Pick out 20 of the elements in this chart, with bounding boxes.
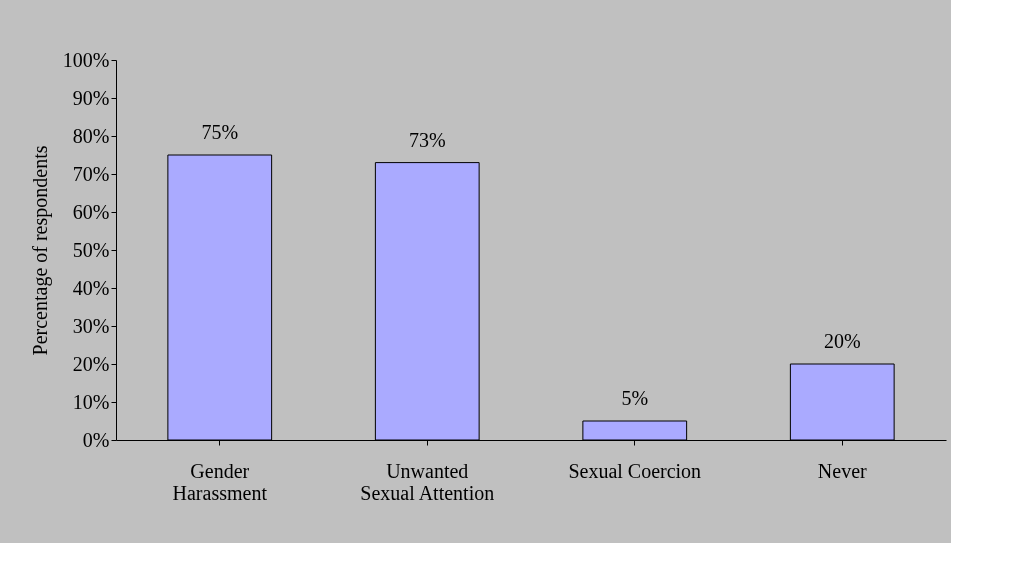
y-tick-label: 20% [72,352,110,375]
y-tick-label: 90% [72,86,110,109]
y-tick-label: 60% [72,200,110,223]
y-tick-label: 30% [72,314,110,337]
y-tick-label: 0% [82,428,110,451]
x-tick-label: Unwanted Sexual Attention [360,459,495,504]
y-tick-label: 70% [72,162,110,185]
y-tick-label: 10% [72,390,110,413]
y-tick-label: 100% [62,48,110,71]
data-label: 5% [621,387,649,409]
data-label: 20% [823,330,861,352]
y-tick-label: 80% [72,124,110,147]
x-tick-label: Never [817,459,868,482]
y-axis-title: Percentage of respondents [28,145,52,356]
data-label: 75% [201,121,239,143]
y-tick-label: 50% [72,238,110,261]
x-tick-label: Sexual Coercion [568,459,702,482]
y-tick-label: 40% [72,276,110,299]
data-label: 73% [408,128,446,151]
x-tick-label: Gender Harassment [172,459,268,504]
